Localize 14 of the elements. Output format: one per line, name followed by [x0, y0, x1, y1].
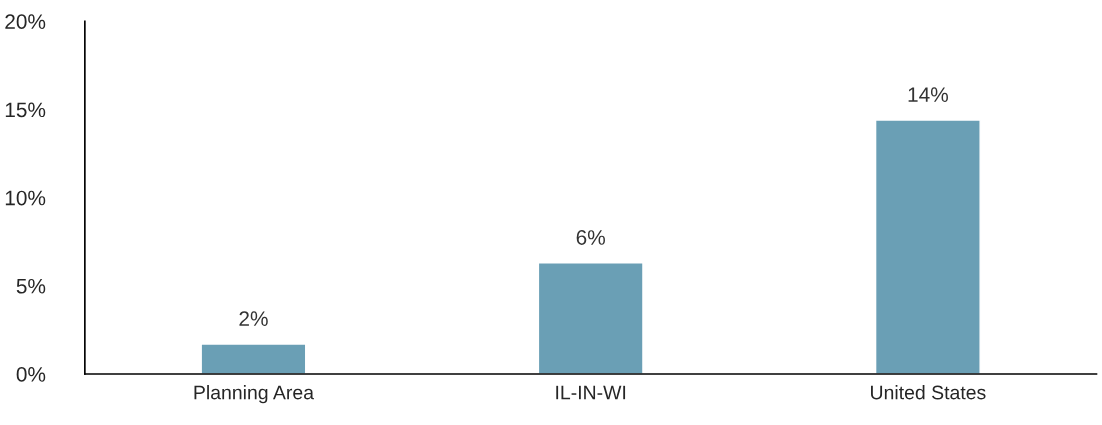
bar [537, 262, 644, 374]
bar [200, 343, 307, 374]
data-label: 14% [908, 87, 948, 102]
x-tick-label: Planning Area [194, 385, 314, 404]
y-tick-label: 15% [5, 102, 46, 118]
bar [874, 119, 981, 374]
y-tick-label: 20% [5, 14, 46, 29]
y-tick-label: 10% [5, 190, 46, 206]
data-label: 6% [576, 230, 605, 245]
y-tick-label: 5% [16, 278, 46, 294]
x-tick-label: IL-IN-WI [556, 385, 626, 400]
x-tick-label: United States [871, 385, 986, 400]
y-tick-label: 0% [16, 367, 46, 382]
data-label: 2% [239, 311, 268, 326]
